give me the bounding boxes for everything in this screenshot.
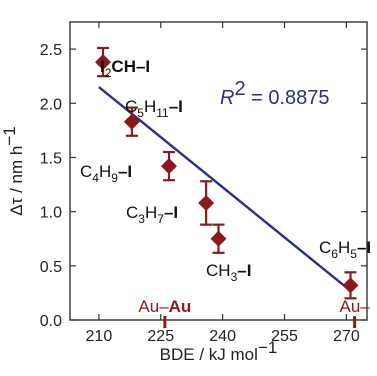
point-label-subscript: 7 <box>157 212 164 226</box>
x-tick-label: 270 <box>333 328 360 345</box>
axis-titles-layer: BDE / kJ mol−1Δτ / nm h−1 <box>0 126 277 364</box>
y-axis-title-superscript: −1 <box>0 126 19 145</box>
x-axis-title-superscript: −1 <box>258 338 277 357</box>
point-label: C4H9–I <box>80 162 132 185</box>
point-label: C6H5–I <box>319 238 371 261</box>
data-point-diamond <box>123 113 140 130</box>
point-label-subscript: 5 <box>350 247 357 261</box>
point-label-text: –I <box>118 162 132 181</box>
point-label: CH3–I <box>206 261 251 284</box>
point-label-subscript: 5 <box>137 106 144 120</box>
point-label-text: C <box>125 97 137 116</box>
point-label-text: H <box>144 97 156 116</box>
point-label-text: C <box>80 162 92 181</box>
x-tick-label: 225 <box>147 328 174 345</box>
r-squared-symbol: R <box>220 87 234 109</box>
au-marker-label: Au– <box>340 297 371 316</box>
y-axis-title-text: Δτ / nm h <box>7 146 26 216</box>
point-label-text: –I <box>164 203 178 222</box>
point-label: C5H11–I <box>125 97 183 120</box>
y-tick-label: 1.0 <box>40 205 62 222</box>
data-point-diamond <box>95 54 111 71</box>
data-point-diamond <box>198 194 215 211</box>
fit-line-layer: R2 = 0.8875 <box>98 78 348 289</box>
point-label-text: C <box>126 203 138 222</box>
x-axis-title-text: BDE / kJ mol <box>160 345 258 364</box>
point-label-subscript: 11 <box>156 106 169 120</box>
point-label-text: CH–I <box>111 57 150 76</box>
data-point-diamond <box>161 158 177 175</box>
y-axis-title: Δτ / nm h−1 <box>0 126 26 215</box>
point-label-subscript: 9 <box>111 171 118 185</box>
x-tick-label: 240 <box>209 328 236 345</box>
y-tick-label: 2.5 <box>40 42 62 59</box>
plot-frame <box>69 21 368 321</box>
point-label-subscript: 3 <box>138 212 145 226</box>
r-squared-label: R2 = 0.8875 <box>220 78 330 109</box>
au-label-prefix: Au– <box>138 297 169 316</box>
au-markers-layer: Au–Au Au– <box>138 297 370 328</box>
point-label-subscript: 2 <box>105 66 112 80</box>
au-label-prefix: Au– <box>340 297 371 316</box>
point-label-text: –I <box>237 261 251 280</box>
point-label-subscript: 4 <box>92 171 99 185</box>
point-label-text: I <box>100 57 105 76</box>
au-label-bold: Au <box>169 297 192 316</box>
point-label-text: –I <box>357 238 371 257</box>
point-label: C3H7–I <box>126 203 178 226</box>
x-axis-title: BDE / kJ mol−1 <box>160 338 278 364</box>
r-squared-superscript: 2 <box>234 78 245 100</box>
data-points-layer <box>95 46 359 300</box>
r-squared-value: = 0.8875 <box>246 87 330 109</box>
y-tick-label: 2.0 <box>40 96 62 113</box>
point-label-text: C <box>319 238 331 257</box>
point-label-text: CH <box>206 261 231 280</box>
point-label-subscript: 3 <box>231 270 238 284</box>
point-label: I2CH–I <box>100 57 150 80</box>
data-point-diamond <box>342 277 359 294</box>
point-label-text: H <box>338 238 350 257</box>
y-tick-label: 1.5 <box>40 150 62 167</box>
y-tick-label: 0.0 <box>40 313 62 330</box>
data-point-diamond <box>210 230 227 247</box>
point-label-text: H <box>145 203 157 222</box>
y-tick-label: 0.5 <box>40 259 62 276</box>
linear-fit-line <box>98 86 348 289</box>
au-marker-label: Au–Au <box>138 297 191 316</box>
x-tick-label: 210 <box>86 328 113 345</box>
point-label-text: –I <box>169 97 183 116</box>
point-label-text: H <box>99 162 111 181</box>
x-tick-label: 255 <box>271 328 298 345</box>
point-label-subscript: 6 <box>331 247 338 261</box>
